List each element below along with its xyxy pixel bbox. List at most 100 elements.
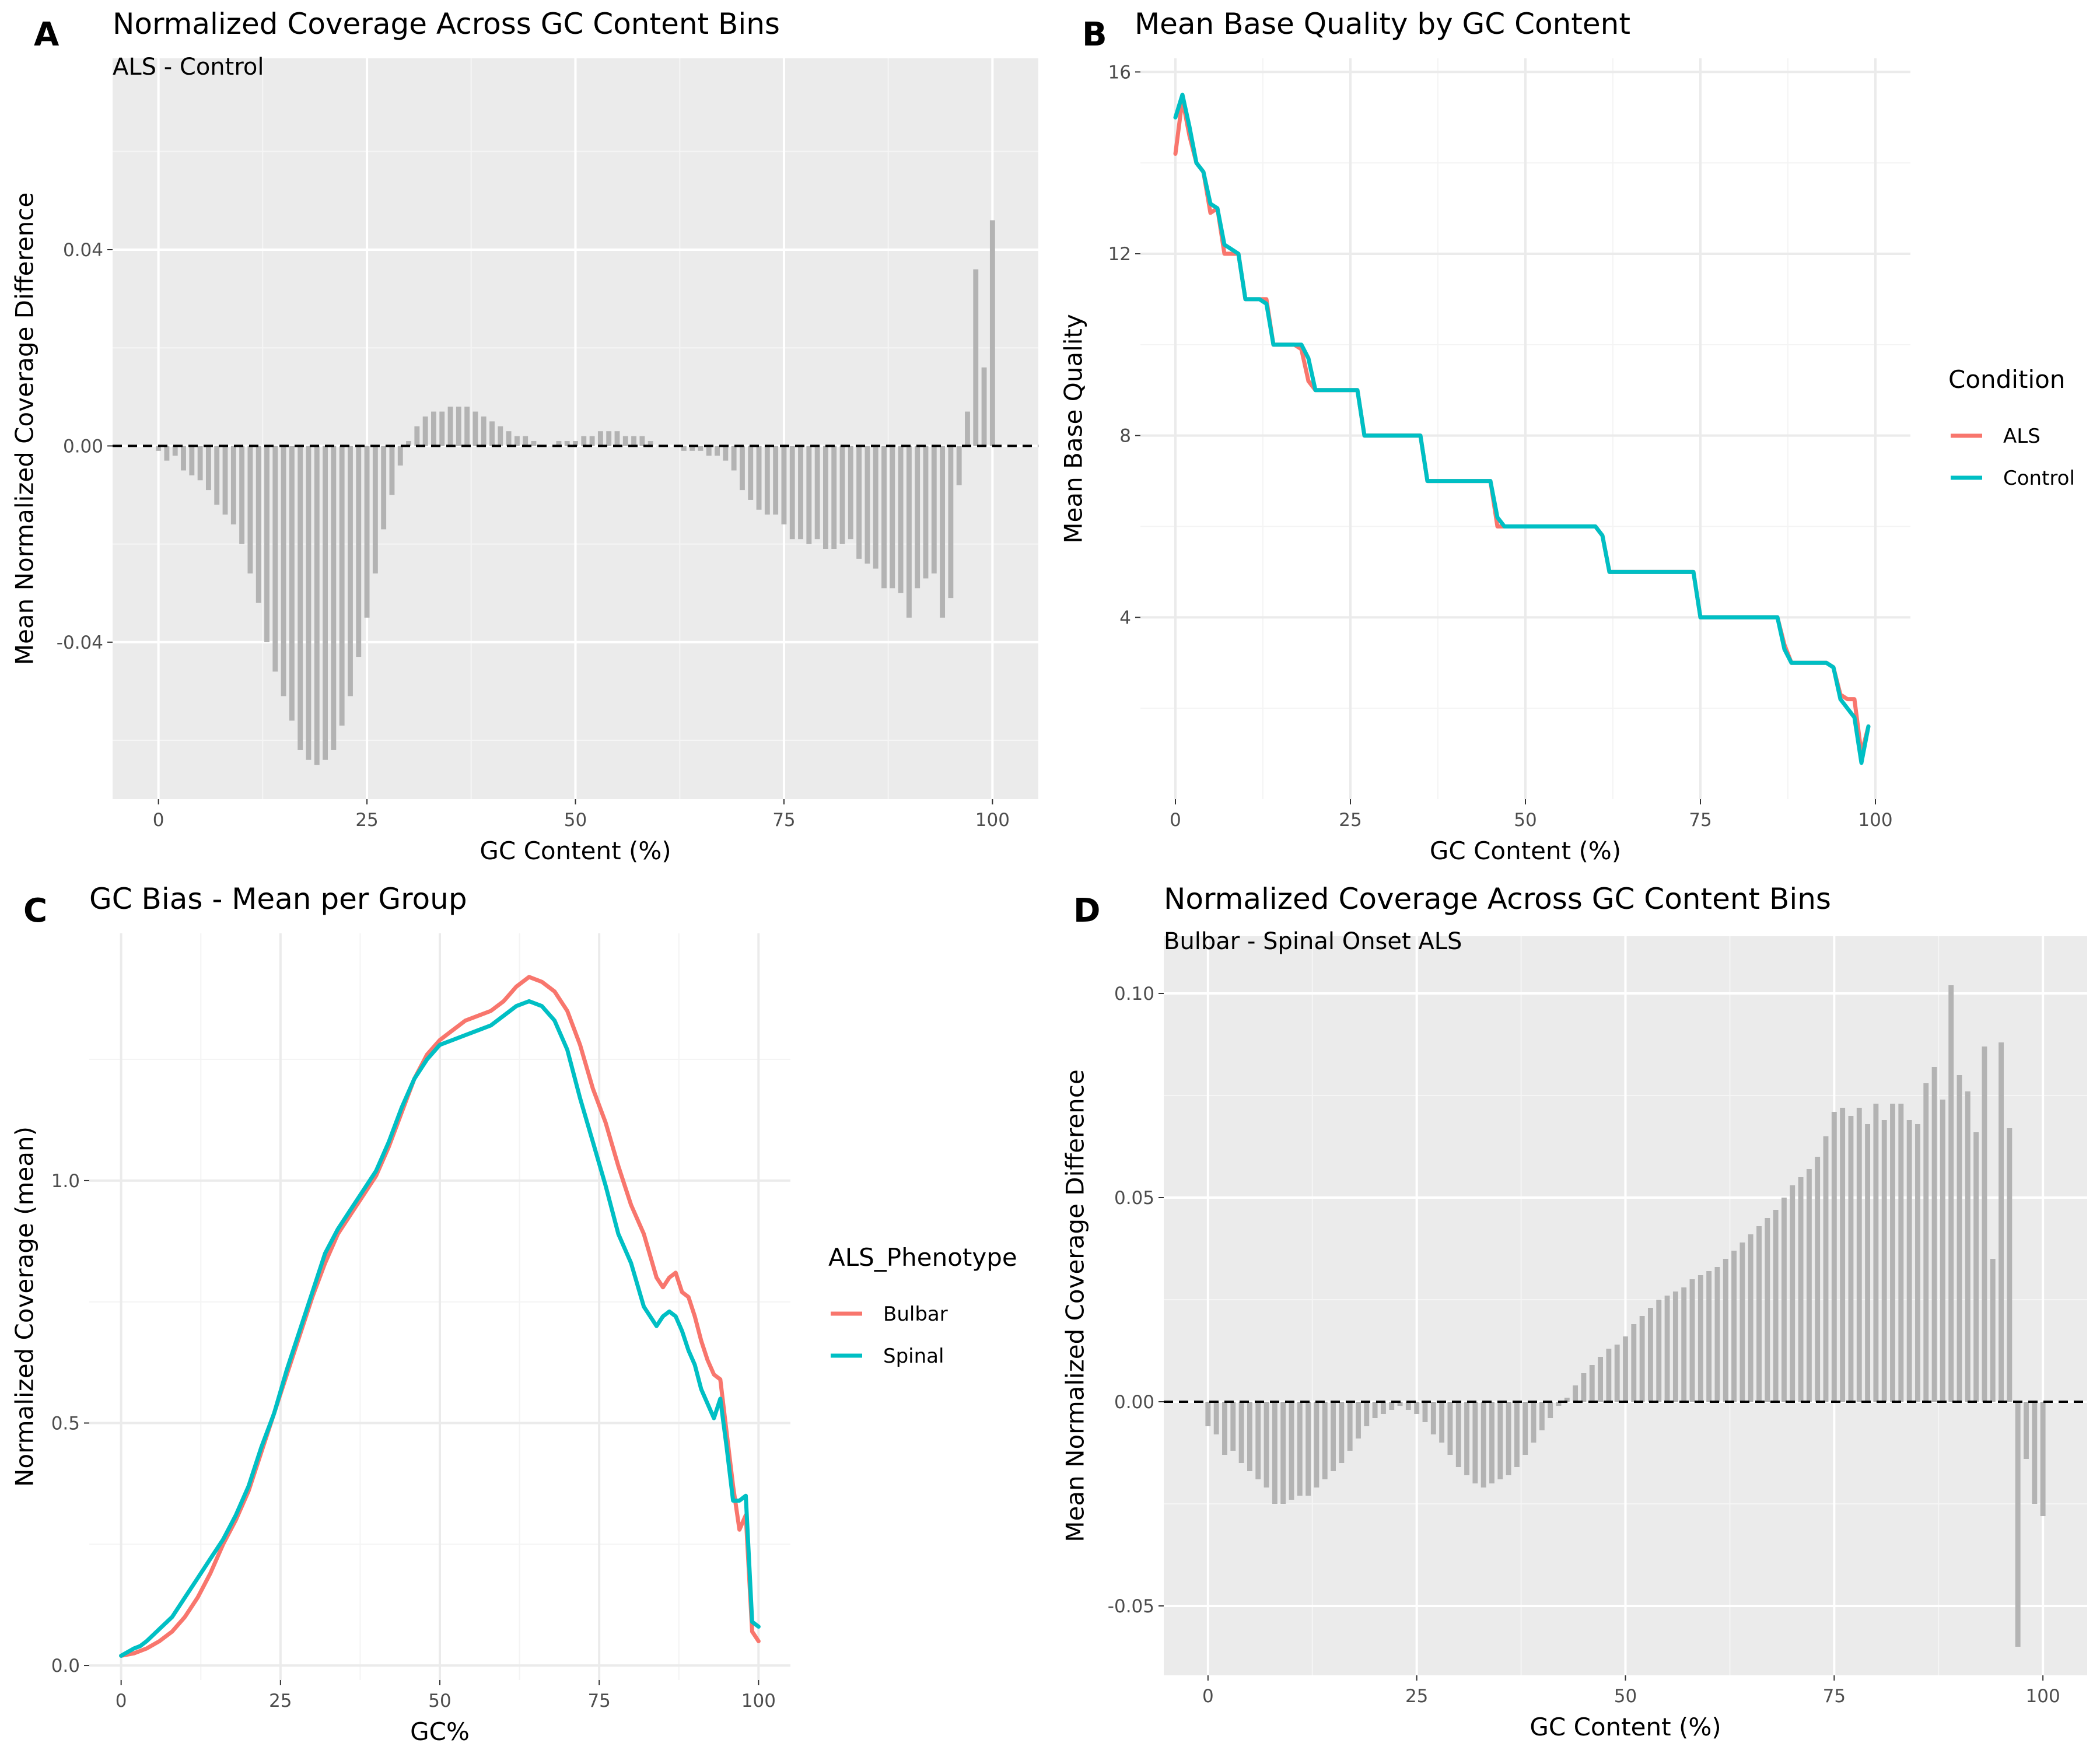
x-tick-label: 75 bbox=[1823, 1686, 1846, 1707]
x-tick-label: 25 bbox=[1339, 810, 1362, 831]
bar bbox=[890, 446, 895, 589]
bar bbox=[1430, 1402, 1436, 1434]
bar bbox=[306, 446, 312, 760]
bar bbox=[748, 446, 754, 500]
chart-title: GC Bias - Mean per Group bbox=[89, 882, 467, 916]
bar bbox=[1238, 1402, 1244, 1463]
bar bbox=[1623, 1336, 1628, 1402]
x-tick-label: 100 bbox=[1858, 810, 1892, 831]
series-line-control bbox=[1173, 92, 1871, 765]
bar bbox=[789, 446, 795, 540]
bar bbox=[648, 441, 653, 446]
bar bbox=[989, 220, 995, 446]
bar bbox=[740, 446, 745, 491]
bar bbox=[2015, 1402, 2021, 1647]
bar bbox=[1923, 1083, 1929, 1402]
bar bbox=[1756, 1226, 1762, 1402]
bar bbox=[1272, 1402, 1278, 1504]
bar bbox=[1831, 1112, 1837, 1402]
legend-label-control: Control bbox=[2003, 467, 2075, 490]
bar bbox=[1531, 1402, 1536, 1443]
x-tick-label: 0 bbox=[1202, 1686, 1214, 1707]
bar bbox=[556, 441, 562, 446]
bar bbox=[1890, 1104, 1895, 1402]
bar bbox=[1589, 1365, 1595, 1402]
bar bbox=[965, 411, 970, 446]
bar bbox=[356, 446, 362, 657]
bar bbox=[1873, 1104, 1879, 1402]
bar bbox=[1364, 1402, 1370, 1426]
x-tick-label: 75 bbox=[772, 810, 795, 831]
bar bbox=[1706, 1271, 1712, 1402]
bar bbox=[289, 446, 295, 721]
x-tick-label: 50 bbox=[1614, 1686, 1637, 1707]
y-tick-label: -0.05 bbox=[1108, 1596, 1154, 1617]
x-tick-label: 0 bbox=[116, 1690, 127, 1712]
bar bbox=[1782, 1198, 1787, 1402]
bar bbox=[230, 446, 236, 525]
bar bbox=[915, 446, 921, 589]
bar bbox=[331, 446, 337, 750]
bar bbox=[1422, 1402, 1428, 1422]
bar bbox=[1464, 1402, 1469, 1475]
bar bbox=[164, 446, 170, 461]
bar bbox=[1564, 1398, 1570, 1402]
bar bbox=[1731, 1251, 1737, 1402]
bar bbox=[1973, 1132, 1979, 1402]
bar bbox=[1380, 1402, 1386, 1414]
bar bbox=[1506, 1402, 1511, 1475]
bar bbox=[364, 446, 370, 618]
y-tick-label: -0.04 bbox=[57, 632, 103, 653]
y-axis-label: Mean Base Quality bbox=[1059, 314, 1088, 543]
bar bbox=[1798, 1177, 1804, 1402]
bar bbox=[1264, 1402, 1269, 1488]
x-tick-label: 75 bbox=[1689, 810, 1712, 831]
bar bbox=[381, 446, 387, 530]
bar bbox=[431, 411, 436, 446]
bar bbox=[1689, 1279, 1695, 1402]
bar bbox=[2032, 1402, 2038, 1504]
bar bbox=[597, 431, 603, 446]
bar bbox=[973, 269, 979, 446]
bar bbox=[1497, 1402, 1503, 1479]
y-tick-label: 12 bbox=[1108, 244, 1131, 265]
x-tick-label: 0 bbox=[1170, 810, 1181, 831]
bar bbox=[956, 446, 962, 485]
bar bbox=[1331, 1402, 1336, 1471]
bar bbox=[1840, 1108, 1846, 1402]
bar bbox=[1906, 1120, 1912, 1402]
bar bbox=[1347, 1402, 1353, 1451]
chart-subtitle: Bulbar - Spinal Onset ALS bbox=[1164, 928, 1462, 955]
bar bbox=[481, 416, 487, 446]
bar bbox=[514, 436, 520, 446]
bar bbox=[1898, 1104, 1904, 1402]
series-line-spinal bbox=[119, 999, 761, 1658]
bar bbox=[1522, 1402, 1528, 1455]
bar bbox=[2024, 1402, 2029, 1459]
bar bbox=[406, 441, 411, 446]
bar bbox=[348, 446, 353, 696]
bar bbox=[1815, 1157, 1821, 1402]
bar bbox=[389, 446, 395, 495]
legend: ALS_Phenotype Bulbar Spinal bbox=[828, 1243, 1017, 1368]
bar bbox=[856, 446, 862, 559]
bar bbox=[1306, 1402, 1311, 1496]
y-tick-label: 16 bbox=[1108, 62, 1131, 83]
legend: Condition ALS Control bbox=[1948, 365, 2075, 490]
legend-label-spinal: Spinal bbox=[883, 1345, 944, 1368]
bar bbox=[706, 446, 712, 456]
x-tick-label: 50 bbox=[564, 810, 587, 831]
bar bbox=[1790, 1185, 1796, 1402]
x-tick-label: 25 bbox=[269, 1690, 292, 1712]
bar bbox=[1773, 1210, 1779, 1402]
bar bbox=[589, 436, 595, 446]
x-tick-label: 0 bbox=[153, 810, 164, 831]
bar bbox=[573, 441, 578, 446]
bar bbox=[1289, 1402, 1294, 1500]
bar bbox=[498, 426, 503, 446]
bar bbox=[1656, 1300, 1662, 1402]
y-tick-label: 8 bbox=[1119, 426, 1131, 447]
bar bbox=[197, 446, 203, 481]
bar bbox=[506, 431, 512, 446]
